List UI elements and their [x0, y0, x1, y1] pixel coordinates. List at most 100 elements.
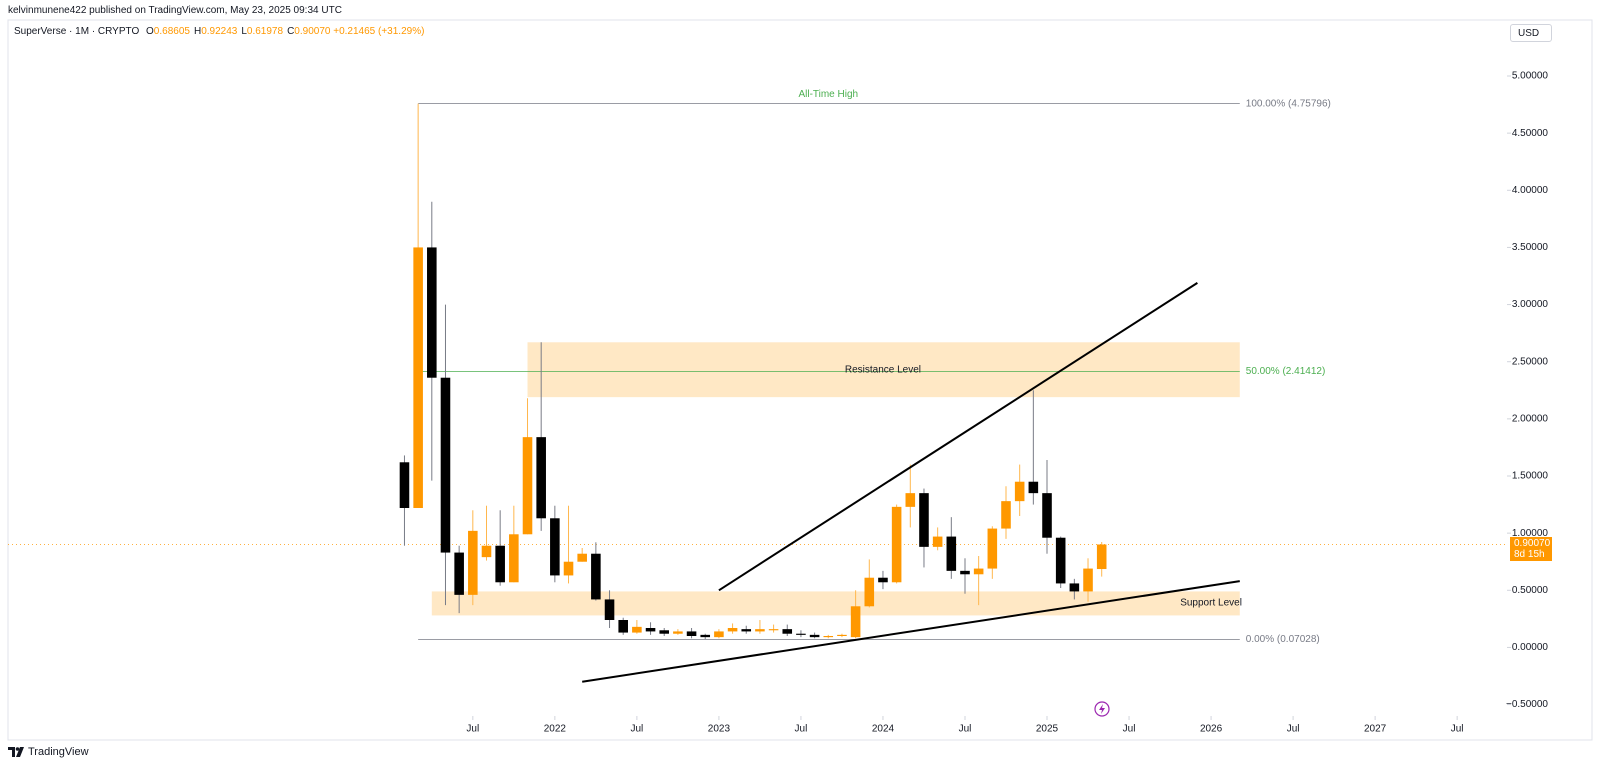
candle-body	[864, 577, 875, 607]
candle-body	[1069, 583, 1080, 592]
ohlc-value: 0.90070	[294, 26, 331, 37]
y-tick-label: 2.50000	[1512, 356, 1549, 367]
zone-label: Resistance Level	[845, 364, 921, 375]
candle-body	[413, 247, 423, 508]
candle-body	[741, 629, 752, 632]
zone-label: Support Level	[1180, 597, 1242, 608]
candle-body	[550, 518, 560, 576]
candle-body	[618, 620, 628, 633]
candle-body	[905, 493, 916, 507]
candle-body	[1042, 493, 1052, 538]
y-tick-label: 5.00000	[1512, 71, 1549, 82]
candle-body	[891, 506, 902, 583]
candle-body	[399, 462, 410, 508]
candle-body	[809, 634, 820, 638]
x-tick-label: 2022	[544, 724, 567, 735]
candle-body	[1001, 501, 1011, 529]
chart-frame	[7, 19, 1593, 741]
candle-body	[878, 577, 888, 583]
symbol: SuperVerse · 1M · CRYPTO	[14, 26, 140, 37]
annotation: All-Time High	[798, 89, 858, 100]
x-tick-label: Jul	[1451, 724, 1464, 735]
y-tick-label: 0.00000	[1512, 642, 1549, 653]
candle-body	[468, 530, 478, 595]
candle-body	[591, 553, 601, 600]
trend-line	[718, 282, 1198, 592]
last-price: 0.90070	[1514, 538, 1551, 550]
candle-body	[495, 545, 505, 583]
candle-body	[1014, 481, 1025, 502]
candle-body	[919, 493, 929, 547]
candle-body	[604, 599, 615, 620]
y-tick-label: 4.00000	[1512, 185, 1549, 196]
x-tick-label: Jul	[630, 724, 643, 735]
x-tick-label: Jul	[1123, 724, 1136, 735]
candle-body	[755, 629, 765, 632]
currency-button[interactable]: USD	[1510, 24, 1552, 42]
logo-text: TradingView	[28, 746, 89, 758]
candle-body	[481, 545, 492, 558]
y-tick-label: 1.50000	[1512, 471, 1549, 482]
x-tick-label: 2025	[1036, 724, 1059, 735]
candle-body	[932, 536, 943, 547]
zones	[431, 342, 1240, 616]
candle-body	[536, 437, 546, 519]
logo[interactable]: TradingView	[8, 746, 89, 758]
candle-body	[440, 377, 451, 553]
zone	[527, 342, 1240, 398]
x-tick-label: Jul	[795, 724, 808, 735]
logo-icon	[8, 747, 24, 757]
trend-line	[582, 580, 1240, 683]
candle-body	[632, 626, 642, 633]
change: +0.21465 (+31.29%)	[333, 26, 425, 37]
candle-body	[673, 631, 683, 634]
candle-body	[509, 534, 519, 583]
y-tick-label: 3.50000	[1512, 242, 1549, 253]
candle-body	[850, 606, 861, 638]
ohlc-value: 0.61978	[246, 26, 284, 37]
axes: 5.00000 4.50000 4.00000 3.50000 3.00000 2.500…	[466, 71, 1548, 735]
zone	[431, 591, 1240, 616]
x-tick-label: Jul	[466, 724, 479, 735]
ohlc-label: O	[146, 26, 154, 37]
lightning-icon	[1094, 701, 1110, 717]
y-tick-label: 3.00000	[1512, 299, 1549, 310]
candle-body	[563, 561, 574, 576]
candle-body	[1055, 537, 1066, 584]
candle-body	[1096, 544, 1107, 570]
ohlc-values: O0.68605 H0.92243 L0.61978 C0.90070	[142, 26, 333, 37]
y-tick-label: 4.50000	[1512, 128, 1549, 139]
candle-body	[714, 631, 724, 638]
ohlc-label: L	[241, 26, 247, 37]
symbol-legend: SuperVerse · 1M · CRYPTO O0.68605 H0.9224…	[14, 26, 424, 37]
x-tick-label: Jul	[959, 724, 972, 735]
candle-body	[1028, 481, 1039, 494]
candle-body	[768, 629, 779, 631]
trend-lines: Resistance Level Support Level	[582, 282, 1242, 683]
candle-body	[454, 552, 464, 595]
fib-label: 50.00% (2.41412)	[1246, 366, 1326, 377]
ohlc-label: C	[287, 26, 295, 37]
candle-body	[837, 634, 847, 636]
candle-body	[796, 633, 806, 635]
y-tick-label: 1.00000	[1512, 528, 1549, 539]
ohlc-label: H	[193, 26, 202, 37]
y-tick-label: 2.00000	[1512, 413, 1549, 424]
candle-body	[782, 629, 793, 634]
candle-body	[1083, 568, 1093, 592]
x-tick-label: 2027	[1364, 724, 1387, 735]
candle-body	[700, 634, 711, 638]
countdown: 8d 15h	[1514, 549, 1545, 561]
fib-retracement: 100.00% (4.75796) 50.00% (2.41412) 0.00% (…	[8, 89, 1505, 645]
candle-body	[577, 553, 587, 562]
ohlc-value: 0.68605	[153, 26, 190, 37]
candle-body	[727, 628, 738, 632]
ohlc-value: 0.92243	[201, 26, 238, 37]
x-tick-label: 2024	[872, 724, 895, 735]
candle-body	[960, 570, 970, 575]
last-price-label: 0.90070 8d 15h	[1510, 537, 1552, 562]
candle-body	[522, 437, 533, 535]
fib-label: 0.00% (0.07028)	[1246, 634, 1320, 645]
